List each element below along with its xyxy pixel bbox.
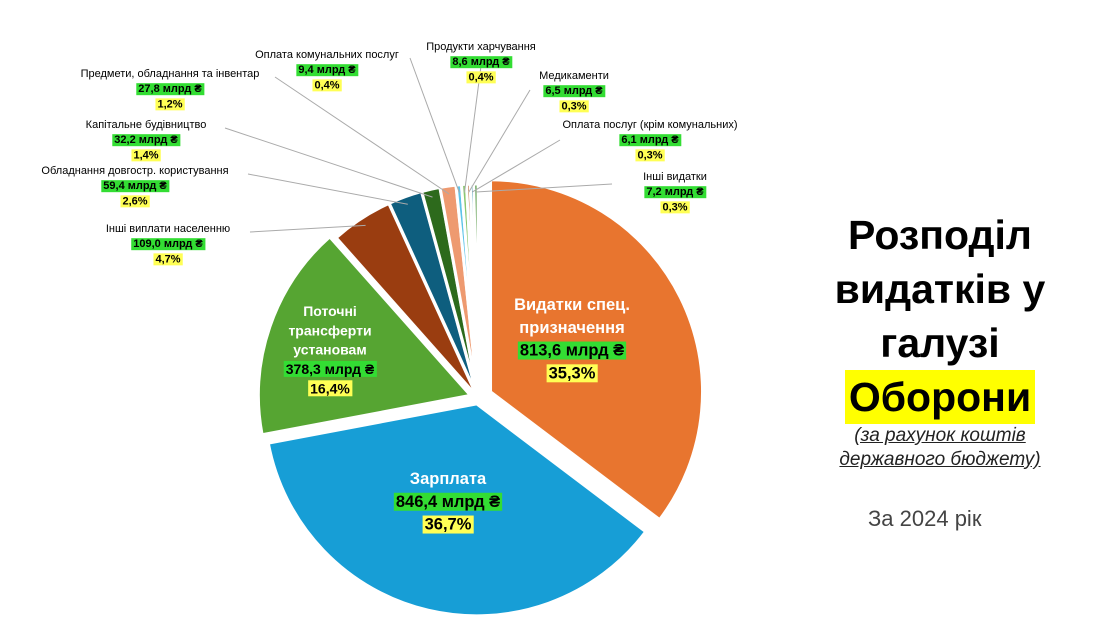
slice-11-percent: 0,3% (637, 149, 662, 161)
slice-7-percent-bg (155, 98, 185, 111)
slice-label-11: Оплата послуг (крім комунальних) 6,1 млрд… (562, 119, 738, 162)
slice-1-amount-bg (517, 341, 627, 360)
slice-12-percent: 0,3% (662, 201, 687, 213)
slice-1-percent: 35,3% (549, 364, 596, 382)
slice-2-amount: 846,4 млрд ₴ (396, 493, 500, 511)
slice-9-percent-bg (466, 71, 496, 84)
slice-2-percent: 36,7% (425, 516, 472, 534)
slice-label-1: Видатки спец. призначення 813,6 млрд ₴ 35,3… (514, 296, 630, 383)
slice-3-percent-bg (308, 380, 353, 397)
leader-line-8 (409, 57, 460, 193)
leader-line-6 (224, 127, 433, 198)
slice-9-label: Продукти харчування (426, 41, 536, 53)
slice-7-label: Предмети, обладнання та інвентар (81, 68, 260, 80)
slice-6-amount-bg (112, 134, 181, 147)
slice-1-amount: 813,6 млрд ₴ (520, 342, 624, 360)
slice-label-4: Інші виплати населенню 109,0 млрд ₴ 4,7% (106, 223, 230, 266)
slice-label-5: Обладнання довгостр. користування 59,4 мл… (41, 165, 229, 208)
slice-5-amount-bg (101, 180, 170, 193)
leader-line-12 (475, 183, 613, 193)
title-highlight: Оборони (844, 370, 1036, 424)
slice-6-percent: 1,4% (133, 149, 158, 161)
slice-10-amount-bg (543, 85, 606, 98)
slice-label-10: Медикаменти 6,5 млрд ₴ 0,3% (539, 70, 609, 113)
slice-4-percent: 4,7% (155, 253, 180, 265)
leader-line-4 (249, 224, 366, 233)
title-line-2: видатків у (834, 266, 1046, 312)
slice-8-percent-bg (312, 79, 342, 92)
slice-4-label: Інші виплати населенню (106, 223, 230, 235)
title-line-1: Розподіл (848, 212, 1032, 258)
slice-9-percent: 0,4% (468, 71, 493, 83)
slice-5-percent-bg (120, 195, 150, 208)
slice-4-amount-bg (131, 238, 206, 251)
slice-2-percent-bg (422, 515, 474, 534)
slice-8-label: Оплата комунальних послуг (255, 49, 399, 61)
slice-10-amount: 6,5 млрд ₴ (545, 85, 603, 97)
slice-3-label-3: установам (293, 342, 366, 358)
slice-9-amount-bg (450, 56, 513, 69)
slice-3-amount: 378,3 млрд ₴ (286, 361, 375, 377)
pie-chart: Видатки спец. призначення 813,6 млрд ₴ 35,3… (41, 41, 738, 618)
slice-5-amount: 59,4 млрд ₴ (103, 180, 167, 192)
slice-11-label: Оплата послуг (крім комунальних) (562, 119, 737, 131)
leader-line-9 (464, 65, 482, 193)
slice-10-label: Медикаменти (539, 70, 609, 82)
leader-line-10 (468, 89, 531, 193)
slice-12-percent-bg (660, 201, 690, 214)
slice-8-amount-bg (296, 64, 359, 77)
slice-12-amount: 7,2 млрд ₴ (646, 186, 704, 198)
slice-2-amount-bg (393, 492, 503, 511)
slice-7-amount-bg (136, 83, 205, 96)
leader-line-11 (471, 139, 561, 193)
slice-8-percent: 0,4% (314, 79, 339, 91)
slice-4-percent-bg (153, 253, 183, 266)
slice-11-amount: 6,1 млрд ₴ (621, 134, 679, 146)
slice-label-2: Зарплата 846,4 млрд ₴ 36,7% (393, 470, 503, 534)
slice-6-amount: 32,2 млрд ₴ (114, 134, 178, 146)
slice-3-label-2: трансферти (288, 322, 371, 338)
slice-10-percent-bg (559, 100, 589, 113)
slice-8-amount: 9,4 млрд ₴ (298, 64, 356, 76)
slice-label-3: Поточні трансферти установам 378,3 млрд ₴ 16… (283, 303, 377, 397)
slice-1-label-2: призначення (519, 319, 624, 337)
slice-label-6: Капітальне будівництво 32,2 млрд ₴ 1,4% (86, 119, 207, 162)
slice-11-percent-bg (635, 149, 665, 162)
subtitle-line-1: (за рахунок коштів (854, 425, 1026, 446)
slice-4-amount: 109,0 млрд ₴ (133, 238, 203, 250)
slice-9-amount: 8,6 млрд ₴ (452, 56, 510, 68)
leader-line-7 (274, 76, 450, 195)
slice-label-8: Оплата комунальних послуг 9,4 млрд ₴ 0,4% (255, 49, 399, 92)
slice-5-label: Обладнання довгостр. користування (41, 165, 228, 177)
leader-line-5 (247, 173, 408, 205)
slice-3-label-1: Поточні (303, 303, 357, 319)
slice-7-amount: 27,8 млрд ₴ (138, 83, 202, 95)
slice-label-12: Інші видатки 7,2 млрд ₴ 0,3% (643, 171, 707, 214)
slice-3-percent: 16,4% (310, 380, 350, 396)
slice-label-7: Предмети, обладнання та інвентар 27,8 млр… (81, 68, 260, 111)
slice-3-amount-bg (283, 360, 377, 377)
slice-12-label: Інші видатки (643, 171, 707, 183)
subtitle-line-2: державного бюджету) (839, 449, 1041, 470)
slice-6-label: Капітальне будівництво (86, 119, 207, 131)
year-label: За 2024 рік (868, 506, 982, 531)
slice-5-percent: 2,6% (122, 195, 147, 207)
slice-label-9: Продукти харчування 8,6 млрд ₴ 0,4% (426, 41, 536, 84)
slice-2-label-1: Зарплата (410, 470, 487, 488)
title-line-3: галузі (880, 320, 1000, 366)
slice-1-percent-bg (546, 364, 598, 383)
title-block: Розподіл видатків у галузі Оборони (за р… (790, 208, 1090, 472)
slice-7-percent: 1,2% (157, 98, 182, 110)
slice-6-percent-bg (131, 149, 161, 162)
slice-10-percent: 0,3% (561, 100, 586, 112)
slice-12-amount-bg (644, 186, 707, 199)
slice-1-label-1: Видатки спец. (514, 296, 630, 314)
slice-11-amount-bg (619, 134, 682, 147)
